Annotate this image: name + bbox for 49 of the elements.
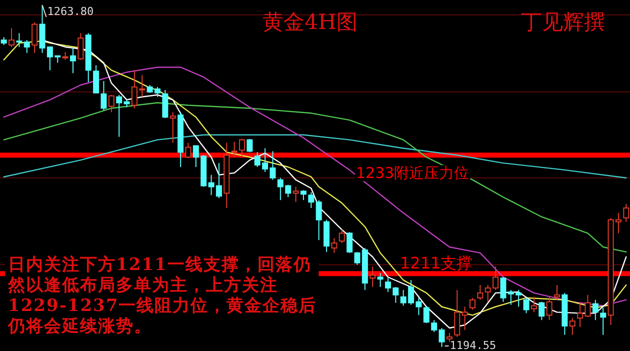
candlestick [438,327,445,348]
candlestick [8,28,15,48]
candlestick [78,32,84,60]
candlestick [24,40,30,54]
candlestick [16,32,22,48]
candlestick [338,229,345,244]
candlestick [331,238,338,254]
candlestick [431,320,438,332]
candlestick [316,200,322,241]
candlestick [523,297,530,314]
candlestick [477,284,484,300]
candlestick [246,138,253,153]
candlestick [600,307,606,336]
candlestick [100,80,107,111]
candlestick [170,112,176,144]
candlestick [116,94,122,138]
candlestick [470,297,476,310]
candlestick [239,138,246,158]
candlestick [292,186,299,203]
candlestick [70,47,76,74]
candlestick [592,299,598,321]
chart-title: 黄金4H图 [262,10,358,34]
candlestick [462,306,468,330]
candlestick [538,301,545,321]
candlestick [569,318,576,336]
note: 日内关注下方1211一线支撑，回落仍然以逢低布局多单为主，上方关注1229-1237一线阻力位，黄金企稳后仍将会延续涨势。 [5,254,319,338]
candlestick [162,89,168,119]
candlestick [370,266,376,288]
candlestick [530,296,537,313]
candlestick [500,276,506,302]
point-label: 1194.55 [444,339,496,351]
candlestick [108,94,114,113]
candlestick [346,232,353,254]
chart-subtitle: 丁见辉撰 [521,10,605,34]
candlestick [377,272,384,288]
ref-line-label: 1211支撑 [400,254,473,273]
candlestick [423,306,430,324]
candlestick [546,296,552,321]
ref-line-label: 1233附近压力位 [356,164,470,182]
candlestick [93,64,100,94]
candlestick [554,284,560,300]
candlestick [32,22,38,54]
candlestick [308,192,314,208]
candlestick [623,204,630,222]
point-label: 1263.80 [42,4,94,18]
candlestick [185,142,192,159]
candlestick [454,289,460,338]
candlestick [231,141,238,158]
candlestick [300,190,306,201]
